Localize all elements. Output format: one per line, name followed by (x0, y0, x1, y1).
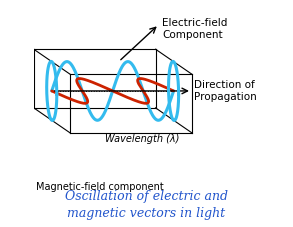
Text: Magnetic-field component: Magnetic-field component (36, 182, 164, 192)
Text: Wavelength (λ): Wavelength (λ) (105, 133, 180, 144)
Text: Oscillation of electric and
magnetic vectors in light: Oscillation of electric and magnetic vec… (65, 190, 228, 220)
Text: Direction of
Propagation: Direction of Propagation (194, 80, 257, 102)
Text: Electric-field
Component: Electric-field Component (162, 18, 228, 40)
